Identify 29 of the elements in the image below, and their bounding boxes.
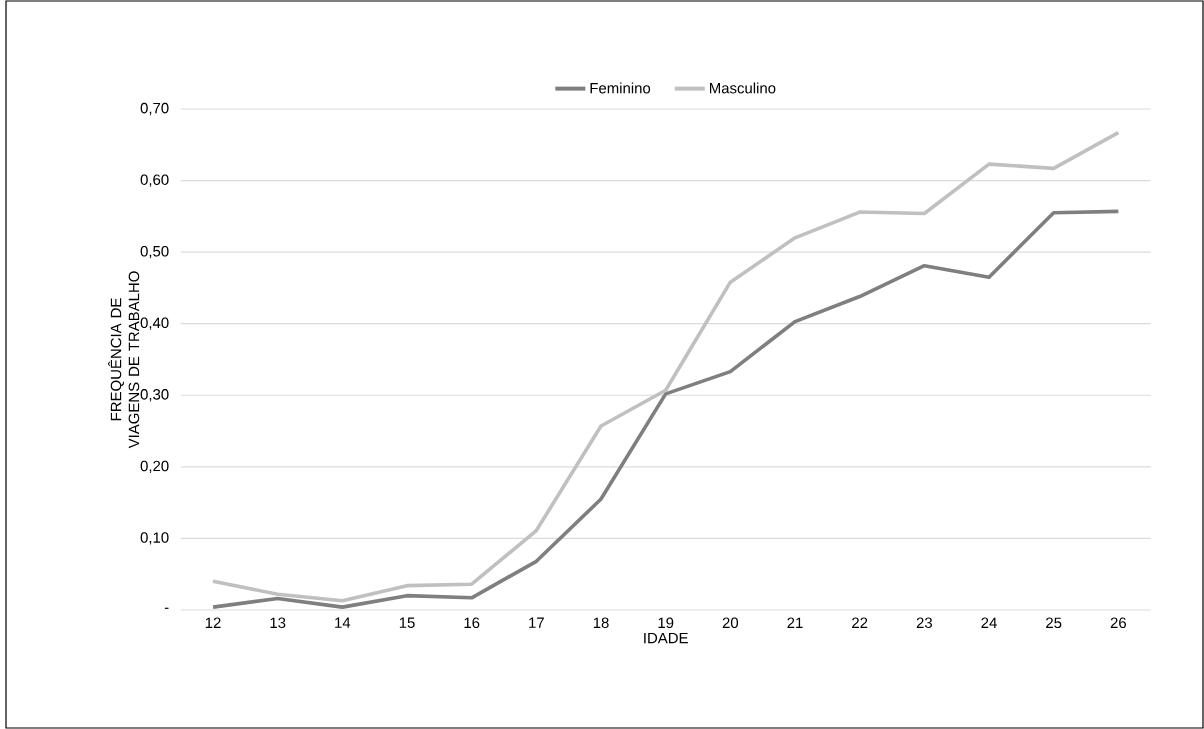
x-tick-label: 26 [1110,617,1126,629]
y-tick-label: 0,10 [140,532,169,545]
x-tick-label: 16 [464,617,480,629]
x-tick-label: 15 [399,617,415,628]
x-axis-title: IDADE [644,632,688,644]
x-tick-label: 23 [916,617,932,629]
y-tick-label: 0,20 [140,460,169,474]
x-tick-label: 25 [1046,617,1062,629]
y-tick-label: 0,30 [140,389,169,402]
legend-label: Feminino [590,82,651,94]
x-tick-label: 24 [981,617,997,628]
y-tick-label: 0,40 [140,317,169,330]
y-tick-label: 0,70 [140,102,169,116]
x-tick-label: 17 [529,617,544,628]
x-tick-label: 21 [787,617,803,628]
x-tick-label: 19 [658,617,674,629]
x-tick-label: 12 [205,617,221,628]
x-tick-label: 18 [593,617,609,629]
y-axis-title: FREQUÊNCIA DE VIAGENS DE TRABALHO [108,271,140,449]
line-series [211,209,1121,609]
x-tick-label: 14 [335,617,351,628]
y-tick-label: 0,50 [140,245,169,259]
legend-label: Masculino [709,82,776,94]
y-tick-label: 0,60 [140,174,169,187]
x-tick-label: 20 [722,617,739,629]
x-tick-label: 22 [852,617,868,628]
x-tick-label: 13 [270,617,286,629]
y-tick-label: - [164,607,169,609]
line-series [211,130,1121,603]
